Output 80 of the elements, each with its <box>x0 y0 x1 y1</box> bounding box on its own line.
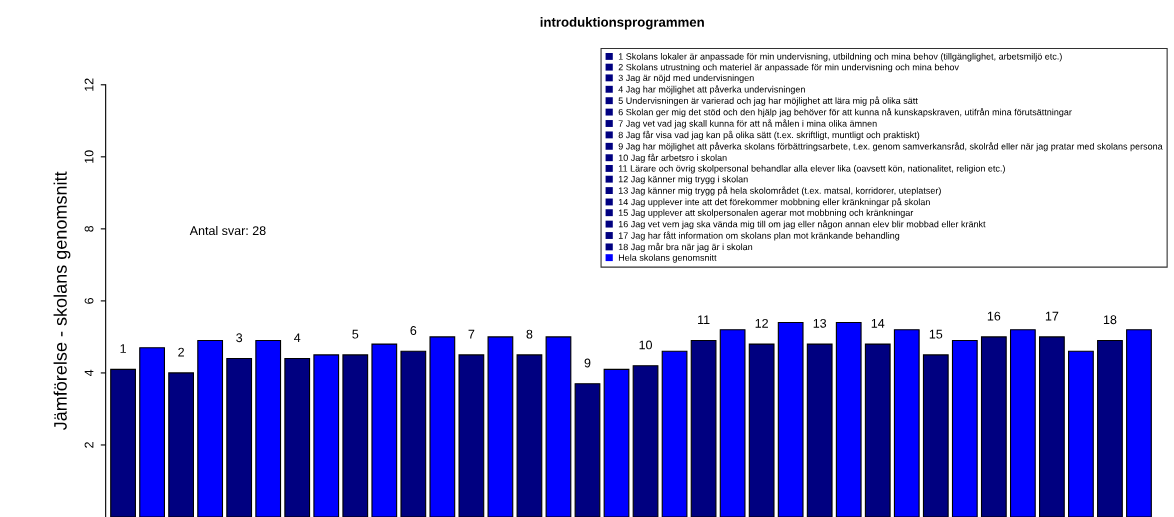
legend-label: 1 Skolans lokaler är anpassade för min undervisning, utbildning och mina behov (tillgänglighet, arbetsmiljö etc.) <box>618 53 1062 62</box>
bar <box>864 343 891 517</box>
bar <box>777 321 804 517</box>
bar <box>197 339 224 517</box>
x-tick-label: 14 <box>871 319 885 328</box>
legend-label: 10 Jag får arbetsro i skolan <box>618 153 727 163</box>
x-tick-label: 15 <box>929 329 943 339</box>
bar <box>168 372 195 517</box>
x-tick-label: 7 <box>468 329 475 339</box>
legend-label: 13 Jag känner mig trygg på hela skolområdet (t.ex. matsal, korridorer, uteplatser) <box>618 186 941 196</box>
x-tick-label: 12 <box>755 318 768 328</box>
bar <box>951 339 978 517</box>
x-tick-label: 8 <box>526 329 533 339</box>
bar <box>893 329 920 517</box>
x-tick-label: 9 <box>584 358 591 368</box>
bar <box>835 321 862 517</box>
bar <box>284 357 311 517</box>
x-tick-label: 18 <box>1103 315 1117 325</box>
bar <box>1039 336 1065 517</box>
bar <box>487 336 514 517</box>
bar <box>516 354 543 517</box>
x-tick-label: 11 <box>698 315 710 325</box>
bar <box>313 354 340 517</box>
x-tick-label: 16 <box>987 311 1001 321</box>
x-tick-label: 1 <box>120 344 126 353</box>
y-axis-title: Jämförelse - skolans genomsnitt <box>53 171 71 431</box>
bar <box>719 329 746 517</box>
legend-label: 7 Jag vet vad jag skall kunna för att nå målen i mina olika ämnen <box>618 119 877 129</box>
bar <box>255 339 282 517</box>
bar <box>574 383 601 517</box>
bar <box>603 368 630 517</box>
y-tick-label: 6 <box>84 297 94 304</box>
bar <box>1068 350 1094 517</box>
bar <box>661 350 688 517</box>
bar <box>748 343 775 517</box>
legend-label: 6 Skolan ger mig det stöd och den hjälp jag behöver för att kunna nå kunskapskraven, utifrån mina förutsättningar <box>618 107 1072 118</box>
bar <box>545 336 572 517</box>
y-tick-label: 8 <box>84 225 94 232</box>
bar <box>139 347 165 517</box>
annotation: Antal svar: 28 <box>189 225 266 236</box>
bar <box>1009 329 1036 517</box>
x-tick-label: 17 <box>1045 311 1059 321</box>
y-tick-label: 4 <box>84 369 94 377</box>
legend-label: 14 Jag upplever inte att det förekommer mobbning eller kränkningar på skolan <box>618 197 930 207</box>
y-tick-label: 12 <box>84 78 94 91</box>
y-tick-label: 2 <box>84 442 94 448</box>
chart-title: introduktionsprogrammen <box>540 17 704 30</box>
bar <box>458 354 485 517</box>
bar <box>429 336 456 517</box>
legend-label: 16 Jag vet vem jag ska vända mig till om jag eller någon annan elev blir mobbad eller kränkt <box>618 219 986 230</box>
legend-label: 8 Jag får visa vad jag kan på olika sätt (t.ex. skriftligt, muntligt och praktiskt) <box>618 130 920 140</box>
legend-label: 17 Jag har fått information om skolans plan mot kränkande behandling <box>618 231 900 241</box>
bar <box>980 336 1007 517</box>
legend-label: 15 Jag upplever att skolpersonalen agerar mot mobbning och kränkningar <box>618 209 914 218</box>
bar <box>226 357 253 517</box>
x-tick-label: 13 <box>813 318 827 328</box>
bar <box>922 354 949 517</box>
legend-label: 12 Jag känner mig trygg i skolan <box>618 175 748 185</box>
y-tick-label: 10 <box>84 150 94 163</box>
bar <box>806 343 833 517</box>
x-tick-label: 4 <box>294 333 301 343</box>
bar <box>1097 339 1123 517</box>
legend-label: 4 Jag har möjlighet att påverka undervisningen <box>618 85 805 95</box>
bar <box>342 354 369 517</box>
legend-label: 18 Jag mår bra när jag är i skolan <box>618 242 753 252</box>
bar <box>632 365 659 517</box>
bar <box>371 343 398 517</box>
bar <box>690 339 717 517</box>
bar <box>1126 329 1152 517</box>
legend-label: 3 Jag är nöjd med undervisningen <box>618 74 754 83</box>
bar <box>110 368 136 517</box>
x-tick-label: 3 <box>236 333 243 343</box>
legend-label: 9 Jag har möjlighet att påverka skolans förbättringsarbete, t.ex. genom samverkansråd, skolråd eller när jag pratar med skolans persona <box>618 142 1163 152</box>
bar <box>400 350 427 517</box>
legend-label: Hela skolans genomsnitt <box>618 254 717 263</box>
x-tick-label: 5 <box>352 329 359 339</box>
legend-label: 2 Skolans utrustning och materiel är anpassade för min undervisning och mina behov <box>618 63 959 73</box>
x-tick-label: 6 <box>410 326 417 335</box>
legend-label: 5 Undervisningen är varierad och jag har möjlighet att lära mig på olika sätt <box>618 96 918 106</box>
legend-label: 11 Lärare och övrig skolpersonal behandlar alla elever lika (oavsett kön, nationalitet, religion etc.) <box>618 165 1005 174</box>
